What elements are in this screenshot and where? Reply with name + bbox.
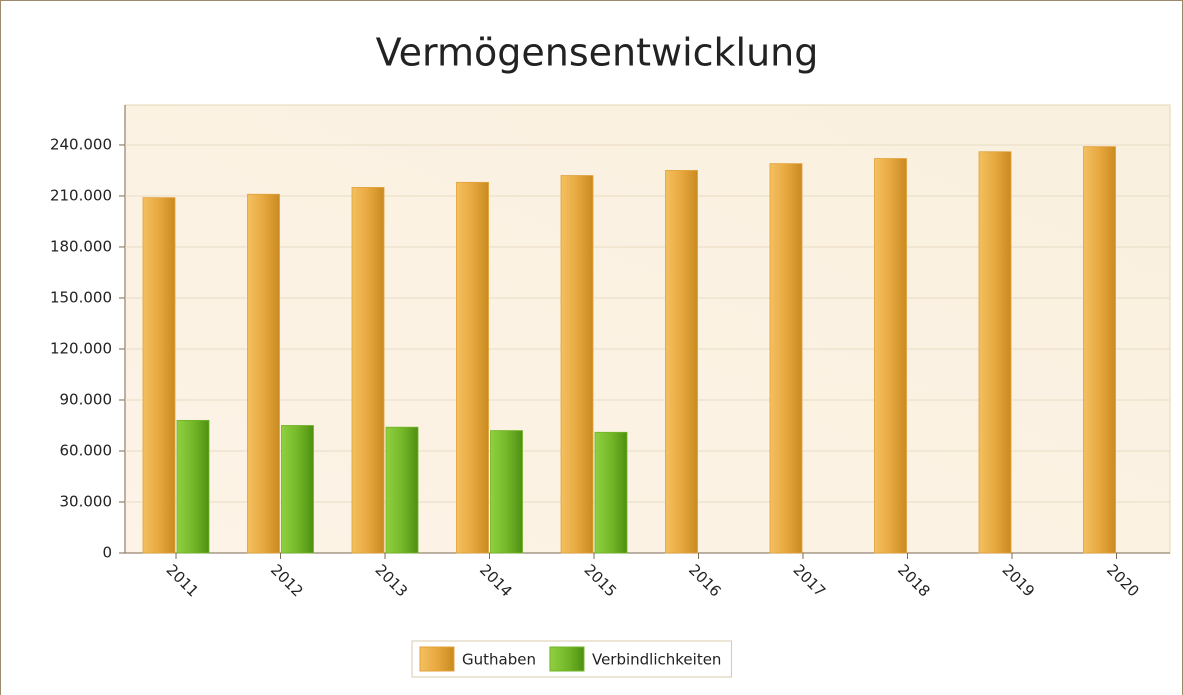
y-tick-label: 180.000: [50, 237, 112, 255]
bar: [490, 430, 523, 554]
bar: [456, 181, 489, 554]
bar: [281, 425, 314, 554]
y-tick-label: 210.000: [50, 186, 112, 204]
bar: [874, 158, 907, 554]
legend-label: Guthaben: [462, 651, 536, 669]
bar: [665, 170, 698, 554]
legend-swatch: [419, 646, 455, 672]
bar: [1083, 146, 1116, 554]
legend-swatch: [549, 646, 585, 672]
legend-label: Verbindlichkeiten: [592, 651, 721, 669]
bar: [351, 187, 385, 554]
legend: Guthaben Verbindlichkeiten: [411, 640, 732, 678]
y-tick-label: 90.000: [60, 390, 113, 408]
y-tick-label: 30.000: [60, 492, 113, 510]
bar: [594, 431, 628, 554]
y-tick-label: 240.000: [50, 135, 112, 153]
chart-title: Vermögensentwicklung: [376, 31, 819, 75]
y-tick-label: 120.000: [50, 339, 112, 357]
bar: [142, 197, 176, 554]
bar: [176, 419, 210, 554]
y-tick-label: 60.000: [60, 441, 113, 459]
y-tick-label: 0: [102, 544, 112, 562]
bar: [560, 175, 594, 554]
y-tick-label: 150.000: [50, 288, 112, 306]
bar: [769, 163, 803, 554]
bar: [385, 426, 419, 554]
bar: [978, 151, 1012, 554]
bar: [247, 193, 280, 554]
